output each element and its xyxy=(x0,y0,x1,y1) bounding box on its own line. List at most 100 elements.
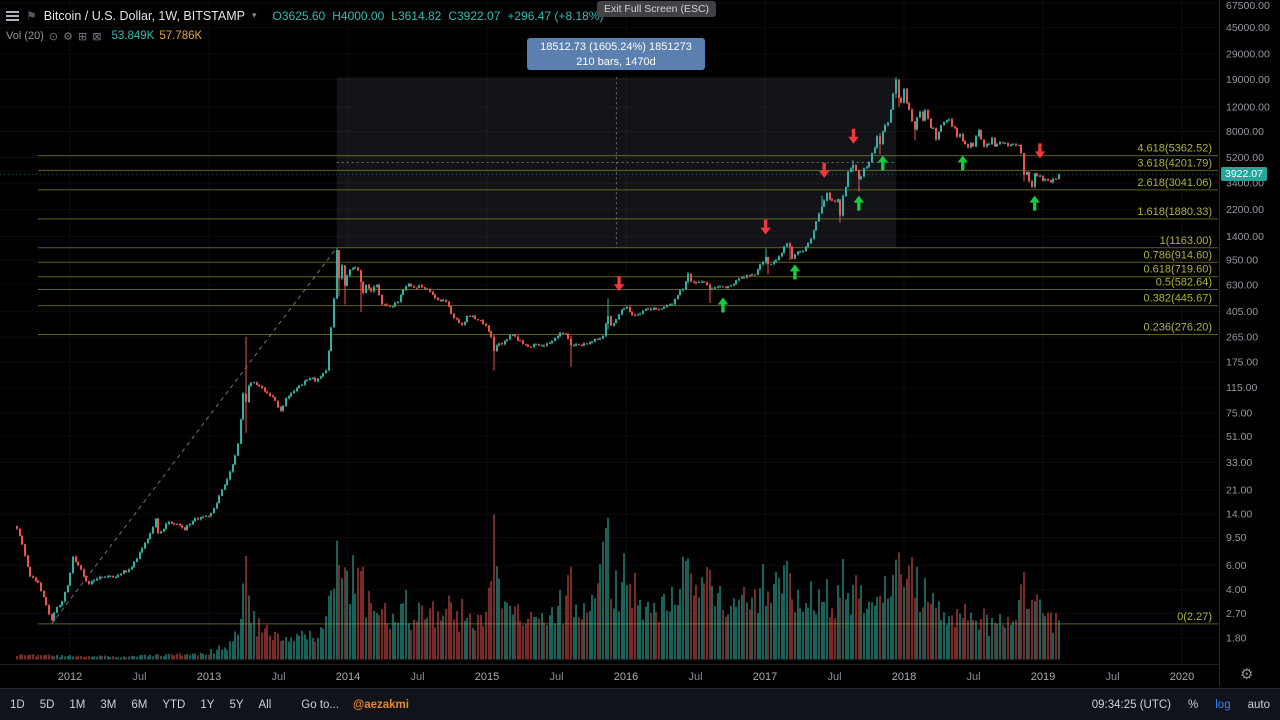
fib-level-label: 1(1163.00) xyxy=(1160,235,1212,247)
chart-settings-gear-icon[interactable]: ⚙ xyxy=(1240,665,1254,683)
fib-level-label: 0.5(582.64) xyxy=(1156,276,1212,288)
time-tick-label: 2019 xyxy=(1031,671,1055,683)
time-tick-label: 2016 xyxy=(614,671,638,683)
price-tick-label: 115.00 xyxy=(1226,382,1257,394)
price-tick-label: 45000.00 xyxy=(1226,22,1270,34)
volume-indicator-label: Vol (20) xyxy=(6,30,44,42)
buy-signal-arrow xyxy=(877,155,888,171)
symbol-title[interactable]: Bitcoin / U.S. Dollar, 1W, BITSTAMP xyxy=(43,9,245,23)
range-button-1m[interactable]: 1M xyxy=(69,698,86,711)
axis-separators xyxy=(0,0,1220,686)
range-button-1d[interactable]: 1D xyxy=(10,698,25,711)
range-button-6m[interactable]: 6M xyxy=(131,698,148,711)
fib-level-label: 0(2.27) xyxy=(1177,611,1212,623)
fib-level-label: 2.618(3041.06) xyxy=(1137,177,1212,189)
volume-value: 53.849K xyxy=(111,30,155,42)
flag-icon[interactable]: ⚑ xyxy=(26,9,37,23)
volume-bars xyxy=(16,514,1060,660)
add-icon[interactable]: ⊞ xyxy=(78,29,88,43)
time-tick-label: 2020 xyxy=(1170,671,1194,683)
time-tick-label: 2018 xyxy=(892,671,916,683)
fib-labels: 4.618(5362.52) 3.618(4201.79) 2.618(3041.0… xyxy=(1137,143,1212,623)
measure-tool xyxy=(336,77,897,248)
price-tick-label: 21.00 xyxy=(1226,484,1252,496)
fib-level-label: 1.618(1880.33) xyxy=(1137,206,1212,218)
range-button-5y[interactable]: 5Y xyxy=(229,698,244,711)
price-tick-label: 8000.00 xyxy=(1226,126,1264,138)
buy-signal-arrow xyxy=(853,195,865,211)
open-value: O3625.60 xyxy=(272,9,326,23)
time-tick-label: Jul xyxy=(132,671,146,683)
range-button-5d[interactable]: 5D xyxy=(39,698,55,711)
sell-signal-arrow xyxy=(613,276,625,292)
exit-fullscreen-tooltip: Exit Full Screen (ESC) xyxy=(597,1,717,17)
time-tick-label: Jul xyxy=(1105,671,1119,683)
toolbar-left-group: 1D 5D 1M 3M 6M YTD 1Y 5Y All Go to... @aezakmi xyxy=(10,699,409,711)
buy-signal-arrow xyxy=(957,155,968,171)
measure-tool-label: 18512.73 (1605.24%) 1851273 210 bars, 14… xyxy=(527,38,705,70)
watermark: @aezakmi xyxy=(353,698,409,711)
sell-signal-arrow xyxy=(818,162,830,178)
price-tick-label: 14.00 xyxy=(1226,509,1252,521)
symbol-legend-row: ⚑ Bitcoin / U.S. Dollar, 1W, BITSTAMP ▾ … xyxy=(6,7,603,25)
time-tick-label: Jul xyxy=(271,671,285,683)
fib-level-label: 0.786(914.60) xyxy=(1144,249,1213,261)
range-button-1y[interactable]: 1Y xyxy=(200,698,215,711)
price-tick-label: 4.00 xyxy=(1226,584,1247,596)
fib-level-label: 0.382(445.67) xyxy=(1144,293,1213,305)
chart-legend: ⚑ Bitcoin / U.S. Dollar, 1W, BITSTAMP ▾ … xyxy=(6,7,603,43)
sell-signal-arrow xyxy=(760,219,771,235)
time-tick-label: 2014 xyxy=(336,671,360,683)
settings-icon[interactable]: ⚙ xyxy=(63,29,74,43)
close-value: C3922.07 xyxy=(448,9,501,23)
price-tick-label: 6.00 xyxy=(1226,560,1247,572)
visibility-icon[interactable]: ⊙ xyxy=(48,29,59,43)
time-tick-label: 2017 xyxy=(753,671,777,683)
last-price-label: 3922.07 xyxy=(1221,167,1267,181)
close-icon[interactable]: ⊠ xyxy=(92,29,102,43)
price-tick-label: 630.00 xyxy=(1226,279,1258,291)
menu-icon[interactable] xyxy=(6,11,19,21)
time-tick-label: Jul xyxy=(827,671,841,683)
price-axis: 67500.00 45000.00 29000.00 19000.00 12000.00… xyxy=(1226,0,1270,644)
measure-price-change: 18512.73 (1605.24%) 1851273 xyxy=(540,41,692,53)
candles xyxy=(16,77,1060,622)
time-tick-label: Jul xyxy=(549,671,563,683)
range-button-all[interactable]: All xyxy=(258,698,272,711)
price-tick-label: 33.00 xyxy=(1226,457,1252,469)
fib-level-label: 3.618(4201.79) xyxy=(1137,157,1212,169)
price-tick-label: 67500.00 xyxy=(1226,0,1270,12)
time-tick-label: Jul xyxy=(966,671,980,683)
time-tick-label: 2012 xyxy=(58,671,82,683)
auto-scale-button[interactable]: auto xyxy=(1247,698,1270,711)
change-value: +296.47 (+8.18%) xyxy=(507,9,604,23)
sell-signal-arrow xyxy=(848,128,859,144)
range-button-ytd[interactable]: YTD xyxy=(162,698,186,711)
price-tick-label: 9.50 xyxy=(1226,532,1247,544)
percent-scale-button[interactable]: % xyxy=(1188,698,1199,711)
price-tick-label: 1400.00 xyxy=(1226,231,1264,243)
sell-signal-arrow xyxy=(1034,143,1046,159)
goto-button[interactable]: Go to... xyxy=(301,698,340,711)
buy-signal-arrow xyxy=(717,297,729,313)
range-buttons: 1D 5D 1M 3M 6M YTD 1Y 5Y All xyxy=(10,699,271,711)
price-tick-label: 2200.00 xyxy=(1226,204,1264,216)
clock[interactable]: 09:34:25 (UTC) xyxy=(1091,698,1172,711)
fib-trendline xyxy=(0,174,1218,625)
high-value: H4000.00 xyxy=(332,9,385,23)
price-tick-label: 29000.00 xyxy=(1226,48,1270,60)
chevron-down-icon[interactable]: ▾ xyxy=(251,11,257,21)
time-tick-label: 2013 xyxy=(197,671,221,683)
fib-level-label: 4.618(5362.52) xyxy=(1137,143,1212,155)
price-tick-label: 265.00 xyxy=(1226,331,1258,343)
time-axis: 2012 Jul 2013 Jul 2014 Jul 2015 Jul 2016 Jul 2017 J… xyxy=(58,671,1194,683)
range-button-3m[interactable]: 3M xyxy=(100,698,117,711)
fib-level-label: 0.618(719.60) xyxy=(1144,264,1213,276)
price-tick-label: 2.70 xyxy=(1226,608,1247,620)
time-tick-label: Jul xyxy=(410,671,424,683)
log-scale-button[interactable]: log xyxy=(1215,698,1231,711)
toolbar-right-group: 09:34:25 (UTC) % log auto xyxy=(1092,699,1270,711)
price-tick-label: 950.00 xyxy=(1226,254,1258,266)
